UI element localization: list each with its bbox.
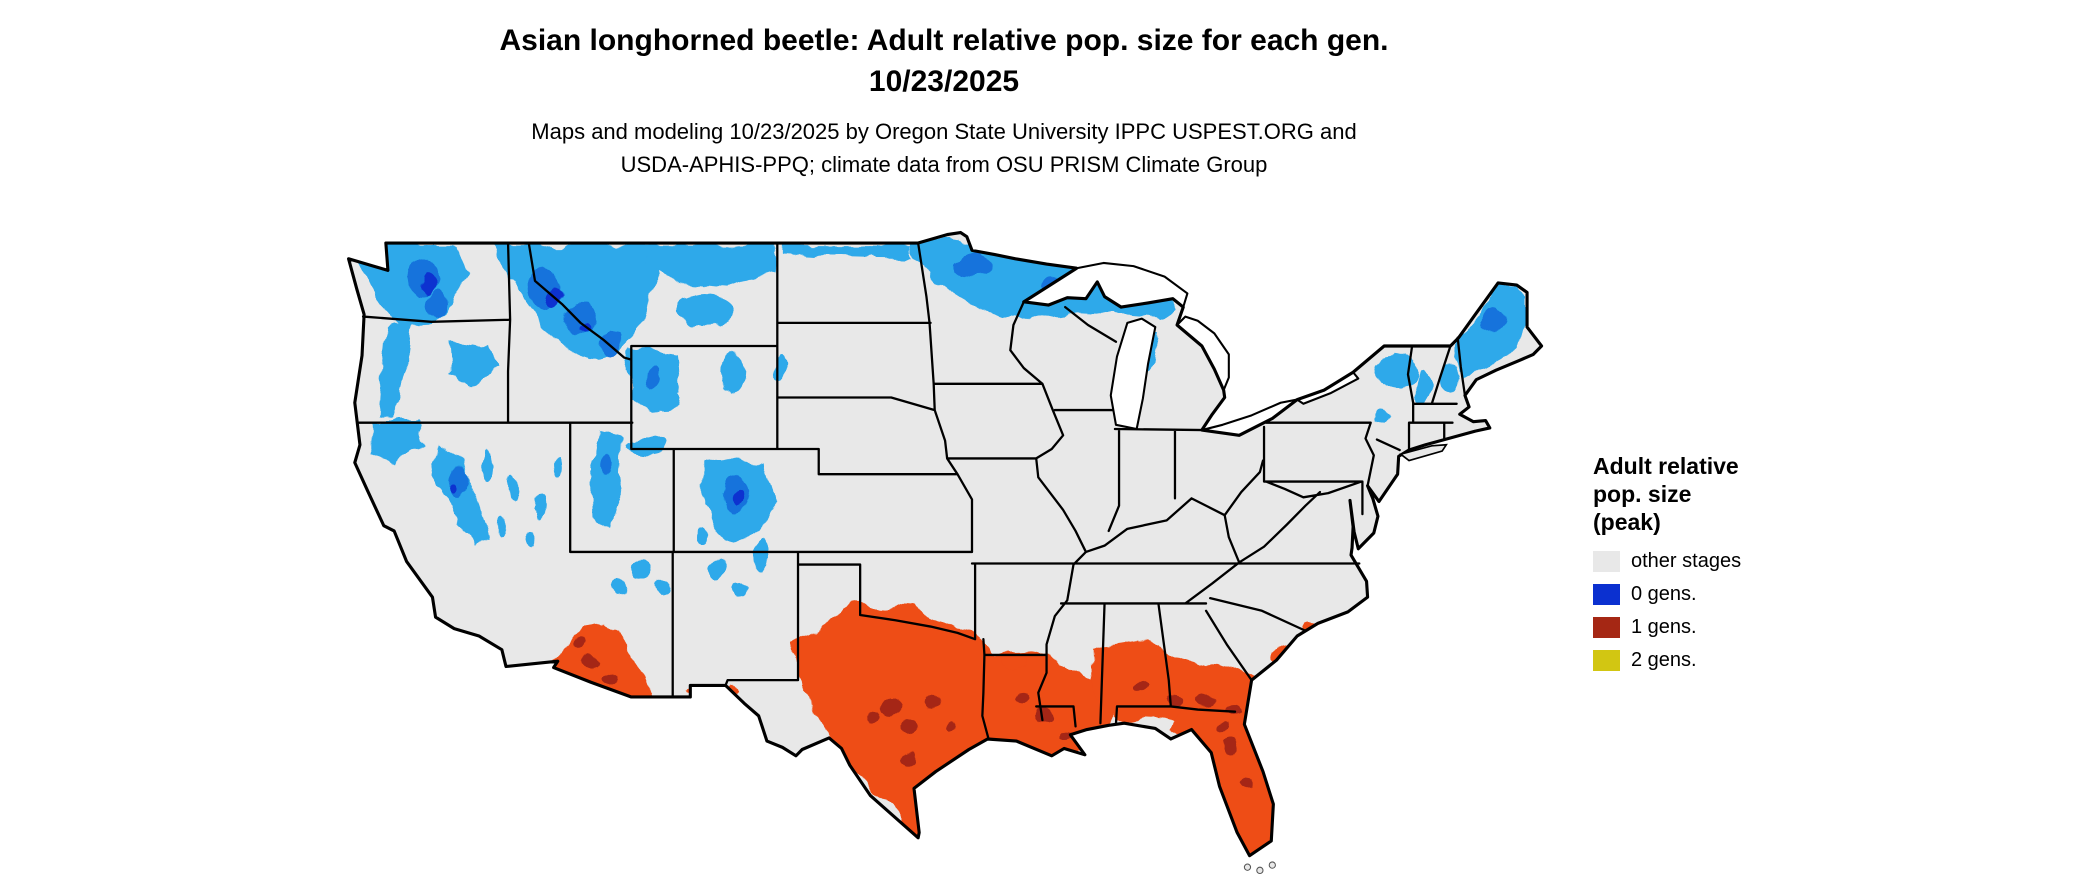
legend-swatch-2-gens bbox=[1593, 650, 1620, 671]
lake-michigan bbox=[1109, 317, 1157, 431]
figure-title-line2: 10/23/2025 bbox=[868, 65, 1020, 98]
legend-title-line2: pop. size bbox=[1593, 481, 1692, 507]
map-layer-blue-deep bbox=[421, 275, 745, 506]
legend-label-0-gens: 0 gens. bbox=[1631, 583, 1697, 605]
map-layer-darkred bbox=[572, 641, 1255, 787]
legend-swatch-0-gens bbox=[1593, 584, 1620, 605]
figure-header: Asian longhorned beetle: Adult relative … bbox=[0, 20, 1888, 181]
legend-label-other-stages: other stages bbox=[1631, 550, 1742, 572]
legend-title-line3: (peak) bbox=[1593, 509, 1661, 535]
legend-item-other-stages: other stages bbox=[1593, 550, 1843, 573]
us-map-svg bbox=[347, 230, 1544, 875]
legend-swatch-other-stages bbox=[1593, 551, 1620, 572]
legend-label-2-gens: 2 gens. bbox=[1631, 649, 1697, 671]
legend-items: other stages 0 gens. 1 gens. 2 gens. bbox=[1593, 550, 1843, 672]
florida-keys-islet bbox=[1268, 861, 1276, 869]
figure-subtitle: Maps and modeling 10/23/2025 by Oregon S… bbox=[0, 115, 1888, 181]
florida-keys-islet bbox=[1256, 866, 1264, 875]
long-island bbox=[1398, 443, 1448, 462]
state-borders bbox=[357, 241, 1467, 741]
us-outline bbox=[347, 230, 1544, 858]
legend-title: Adult relative pop. size (peak) bbox=[1593, 452, 1843, 536]
florida-keys-islet bbox=[1243, 863, 1252, 871]
legend-item-2-gens: 2 gens. bbox=[1593, 649, 1843, 672]
figure-subtitle-line1: Maps and modeling 10/23/2025 by Oregon S… bbox=[531, 119, 1357, 144]
map-legend: Adult relative pop. size (peak) other st… bbox=[1593, 452, 1843, 682]
coastal-islands bbox=[1243, 443, 1448, 875]
legend-item-1-gens: 1 gens. bbox=[1593, 616, 1843, 639]
figure-subtitle-line2: USDA-APHIS-PPQ; climate data from OSU PR… bbox=[620, 152, 1268, 177]
figure-title-line1: Asian longhorned beetle: Adult relative … bbox=[499, 24, 1389, 57]
map-fill-layers bbox=[348, 232, 1542, 856]
legend-title-line1: Adult relative bbox=[1593, 453, 1739, 479]
legend-swatch-1-gens bbox=[1593, 617, 1620, 638]
us-map bbox=[332, 222, 1554, 884]
legend-label-1-gens: 1 gens. bbox=[1631, 616, 1697, 638]
legend-item-0-gens: 0 gens. bbox=[1593, 583, 1843, 606]
